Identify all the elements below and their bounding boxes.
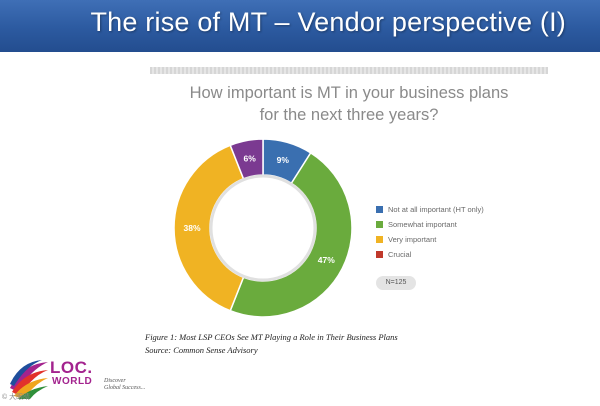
chart-title-line-2: for the next three years? — [259, 106, 439, 124]
legend-swatch — [376, 221, 383, 228]
legend-swatch — [376, 206, 383, 213]
logo-loc-text: LOC. — [50, 358, 93, 377]
legend-swatch — [376, 236, 383, 243]
caption-line-1: Figure 1: Most LSP CEOs See MT Playing a… — [145, 332, 398, 342]
slide-title: The rise of MT – Vendor perspective (I) — [90, 7, 566, 37]
sample-size-badge: N=125 — [376, 276, 416, 290]
slice-crucial — [229, 138, 264, 180]
chart-legend: Not at all important (HT only) Somewhat i… — [376, 202, 484, 262]
slice-somewhat-important — [229, 151, 353, 318]
legend-label: Crucial — [388, 250, 412, 259]
legend-item: Crucial — [376, 247, 484, 262]
legend-item: Somewhat important — [376, 217, 484, 232]
watermark-text: © 大眼睛 — [2, 394, 31, 401]
figure-caption: Figure 1: Most LSP CEOs See MT Playing a… — [145, 331, 398, 357]
divider-bar — [150, 67, 548, 74]
title-bar: The rise of MT – Vendor perspective (I) — [0, 0, 600, 52]
slice-very-important — [173, 144, 245, 312]
legend-label: Very important — [388, 235, 437, 244]
legend-item: Not at all important (HT only) — [376, 202, 484, 217]
slice-value-label: 6% — [244, 153, 257, 163]
slice-value-label: 9% — [277, 155, 290, 165]
legend-label: Somewhat important — [388, 220, 457, 229]
logo-tagline: Discover Global Success... — [104, 378, 145, 392]
slice-value-label: 47% — [318, 255, 335, 265]
legend-label: Not at all important (HT only) — [388, 205, 484, 214]
caption-source: Source: Common Sense Advisory — [145, 345, 258, 355]
slice-value-label: 38% — [183, 223, 200, 233]
donut-hole — [209, 174, 317, 282]
logo-world-text: WORLD — [52, 376, 93, 387]
ribbon-icon — [10, 360, 48, 399]
legend-item: Very important — [376, 232, 484, 247]
legend-swatch — [376, 251, 383, 258]
tagline-line-2: Global Success... — [104, 385, 146, 391]
chart-title: How important is MT in your business pla… — [150, 82, 548, 126]
chart-title-line-1: How important is MT in your business pla… — [189, 84, 509, 102]
locworld-logo: LOC. WORLD Discover Global Success... — [8, 356, 158, 404]
tagline-line-1: Discover — [104, 378, 126, 384]
